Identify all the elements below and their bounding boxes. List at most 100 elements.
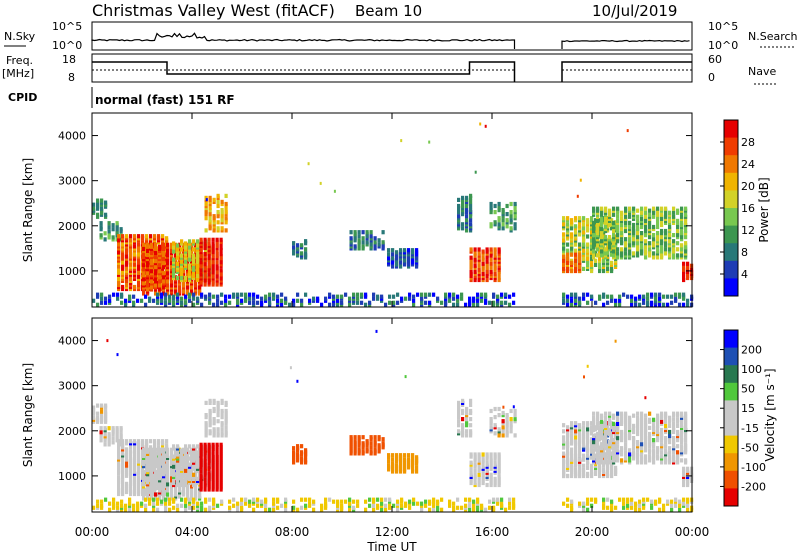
heat-cell bbox=[465, 406, 469, 412]
heat-cell bbox=[596, 438, 600, 443]
heat-cell bbox=[684, 231, 688, 236]
heat-cell bbox=[376, 497, 380, 502]
heat-cell bbox=[644, 255, 648, 260]
heat-cell bbox=[598, 421, 602, 426]
heat-cell bbox=[628, 231, 632, 236]
heat-cell bbox=[586, 427, 590, 432]
heat-cell bbox=[578, 248, 582, 253]
heat-cell bbox=[604, 247, 608, 252]
heat-cell bbox=[590, 216, 594, 221]
heat-cell bbox=[640, 206, 644, 211]
heat-cell bbox=[592, 411, 596, 416]
heat-cell bbox=[489, 265, 493, 270]
heat-cell bbox=[493, 431, 497, 436]
heat-cell bbox=[606, 421, 610, 426]
heat-cell bbox=[228, 499, 232, 504]
heat-cell bbox=[596, 243, 600, 248]
heat-cell bbox=[640, 454, 644, 459]
heat-cell bbox=[648, 247, 652, 252]
heat-cell bbox=[224, 429, 228, 434]
heat-cell bbox=[103, 442, 107, 447]
heat-cell bbox=[125, 266, 129, 271]
heat-cell bbox=[125, 234, 129, 239]
heat-cell bbox=[650, 300, 654, 305]
heat-cell bbox=[104, 200, 108, 205]
heat-cell bbox=[473, 462, 477, 467]
heat-cell bbox=[632, 423, 636, 428]
heat-cell bbox=[188, 249, 192, 254]
heat-cell bbox=[469, 249, 473, 254]
heat-cell bbox=[582, 230, 586, 235]
heat-cell bbox=[208, 497, 212, 502]
heat-cell bbox=[328, 497, 332, 502]
heat-cell bbox=[632, 446, 636, 451]
heat-cell bbox=[624, 446, 628, 451]
heat-cell bbox=[682, 275, 686, 281]
heat-cell bbox=[388, 497, 392, 502]
heat-cell bbox=[684, 220, 688, 225]
heat-cell bbox=[602, 292, 606, 297]
heat-cell bbox=[456, 294, 460, 299]
freq-line-2 bbox=[561, 61, 692, 82]
heat-cell bbox=[236, 292, 240, 297]
heat-cell bbox=[606, 266, 610, 271]
heat-cell bbox=[207, 264, 211, 269]
heat-cell bbox=[248, 499, 252, 504]
heat-cell bbox=[473, 480, 477, 486]
heat-cell bbox=[216, 298, 220, 303]
heat-cell bbox=[461, 417, 465, 422]
heat-cell bbox=[117, 238, 121, 243]
heat-cell bbox=[148, 296, 152, 301]
heat-cell bbox=[676, 241, 680, 246]
heat-cell bbox=[680, 436, 684, 441]
heat-cell bbox=[369, 435, 373, 440]
heat-cell bbox=[628, 433, 632, 439]
heat-cell bbox=[380, 294, 384, 299]
heat-cell bbox=[590, 463, 594, 468]
heat-cell bbox=[658, 296, 662, 301]
heat-cell bbox=[132, 300, 136, 305]
heat-cell bbox=[493, 423, 497, 428]
heat-cell bbox=[125, 447, 129, 452]
heat-cell bbox=[104, 202, 108, 207]
heat-cell bbox=[207, 272, 211, 277]
heat-cell bbox=[566, 248, 570, 253]
heat-cell bbox=[180, 247, 184, 252]
heat-cell bbox=[190, 250, 194, 255]
heat-cell bbox=[566, 294, 570, 299]
heat-cell bbox=[372, 497, 376, 502]
heat-cell bbox=[232, 292, 236, 297]
heat-cell bbox=[365, 240, 369, 245]
heat-cell bbox=[461, 226, 465, 231]
heat-cell bbox=[142, 470, 146, 475]
heat-cell bbox=[457, 214, 461, 219]
heat-cell bbox=[111, 440, 115, 445]
heat-cell bbox=[172, 497, 176, 502]
heat-cell bbox=[100, 202, 104, 207]
heat-cell bbox=[180, 497, 184, 502]
heat-cell bbox=[566, 298, 570, 303]
heat-cell bbox=[493, 476, 497, 481]
heat-cell bbox=[111, 223, 115, 228]
heat-cell bbox=[207, 252, 211, 257]
heat-cell bbox=[596, 411, 600, 416]
heat-cell bbox=[107, 432, 111, 437]
heat-cell bbox=[184, 497, 188, 502]
heat-cell bbox=[361, 441, 365, 446]
heat-cell bbox=[505, 218, 509, 223]
heat-cell bbox=[176, 503, 180, 508]
heat-cell bbox=[166, 242, 170, 247]
heat-cell bbox=[654, 292, 658, 297]
freq-line bbox=[92, 61, 516, 82]
heat-cell bbox=[481, 261, 485, 266]
heat-cell bbox=[461, 429, 465, 434]
heat-cell bbox=[176, 243, 180, 248]
heat-cell bbox=[215, 442, 219, 447]
heat-cell bbox=[570, 302, 574, 307]
heat-cell bbox=[196, 450, 200, 455]
heat-cell bbox=[194, 248, 198, 253]
heat-cell bbox=[562, 429, 566, 434]
heat-cell bbox=[300, 298, 304, 303]
heat-cell bbox=[596, 218, 600, 223]
